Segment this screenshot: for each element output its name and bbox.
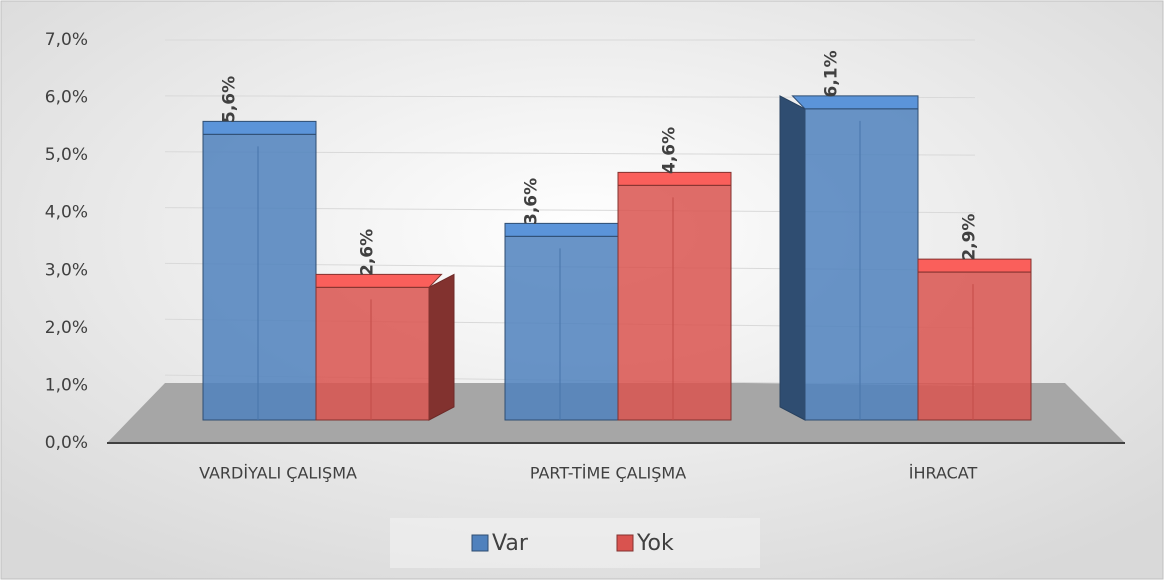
x-tick-label: VARDİYALI ÇALIŞMA [199, 464, 357, 483]
bar-face [791, 95, 919, 110]
legend-swatch [616, 534, 634, 552]
y-tick-label: 5,0% [45, 145, 88, 165]
legend-box [390, 518, 760, 568]
bar-face [504, 235, 619, 421]
bar [315, 273, 455, 421]
data-label: 3,6% [522, 178, 542, 225]
bar-face [617, 184, 732, 421]
x-tick-label: PART-TİME ÇALIŞMA [530, 464, 686, 483]
data-label: 2,9% [960, 214, 980, 261]
y-tick-label: 6,0% [45, 88, 88, 108]
legend-label: Yok [636, 531, 674, 556]
bar [917, 258, 1032, 421]
bar-face [917, 271, 1032, 421]
y-tick-label: 7,0% [45, 30, 88, 50]
bar [779, 95, 919, 421]
data-label: 6,1% [822, 50, 842, 97]
data-label: 4,6% [660, 127, 680, 174]
bar-face [779, 95, 806, 421]
bar [617, 171, 732, 421]
bar [504, 222, 619, 421]
y-tick-label: 1,0% [45, 375, 88, 395]
bar-face [315, 286, 430, 421]
bar-face [428, 273, 455, 421]
legend-label: Var [492, 531, 529, 556]
data-label: 5,6% [220, 76, 240, 123]
bar [202, 120, 317, 421]
y-tick-label: 0,0% [45, 433, 88, 453]
bar-face [315, 273, 443, 288]
data-label: 2,6% [358, 229, 378, 276]
legend-swatch [471, 534, 489, 552]
y-tick-label: 2,0% [45, 318, 88, 338]
bar-face [202, 133, 317, 421]
y-tick-label: 4,0% [45, 203, 88, 223]
y-tick-label: 3,0% [45, 260, 88, 280]
bar-face [804, 108, 919, 421]
x-tick-label: İHRACAT [909, 464, 978, 483]
